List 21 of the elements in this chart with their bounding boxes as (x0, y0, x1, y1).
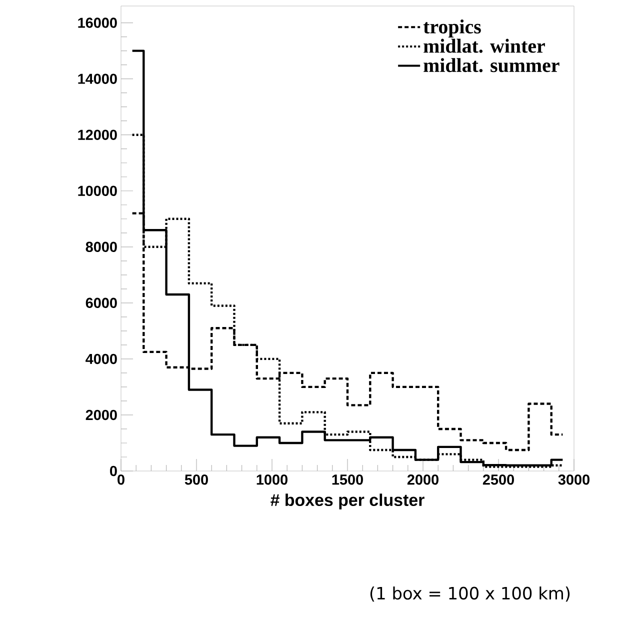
x-tick-label: 1000 (256, 474, 288, 485)
x-tick-label: 500 (184, 474, 208, 485)
x-tick-label: 3000 (558, 474, 590, 485)
y-tick-label: 12000 (78, 130, 117, 140)
legend-label: midlat. winter (424, 38, 545, 53)
x-axis-title: # boxes per cluster (270, 494, 424, 510)
y-tick-label: 4000 (86, 354, 117, 364)
x-tick-label: 0 (118, 474, 124, 485)
legend-label: tropics (423, 19, 481, 38)
y-tick-label: 0 (110, 466, 117, 476)
y-tick-label: 8000 (86, 242, 117, 252)
y-tick-label: 14000 (78, 74, 117, 84)
x-tick-label: 2000 (407, 474, 438, 485)
text: (1 box = 100 x 100 km) (370, 586, 570, 602)
y-tick-label: 2000 (86, 410, 117, 420)
y-tick-label: 6000 (86, 298, 117, 308)
y-tick-label: 10000 (78, 186, 117, 196)
legend-label: midlat. summer (424, 58, 560, 72)
x-tick-label: 2500 (482, 474, 514, 485)
y-tick-label: 16000 (78, 18, 117, 28)
x-tick-label: 1500 (332, 474, 363, 485)
